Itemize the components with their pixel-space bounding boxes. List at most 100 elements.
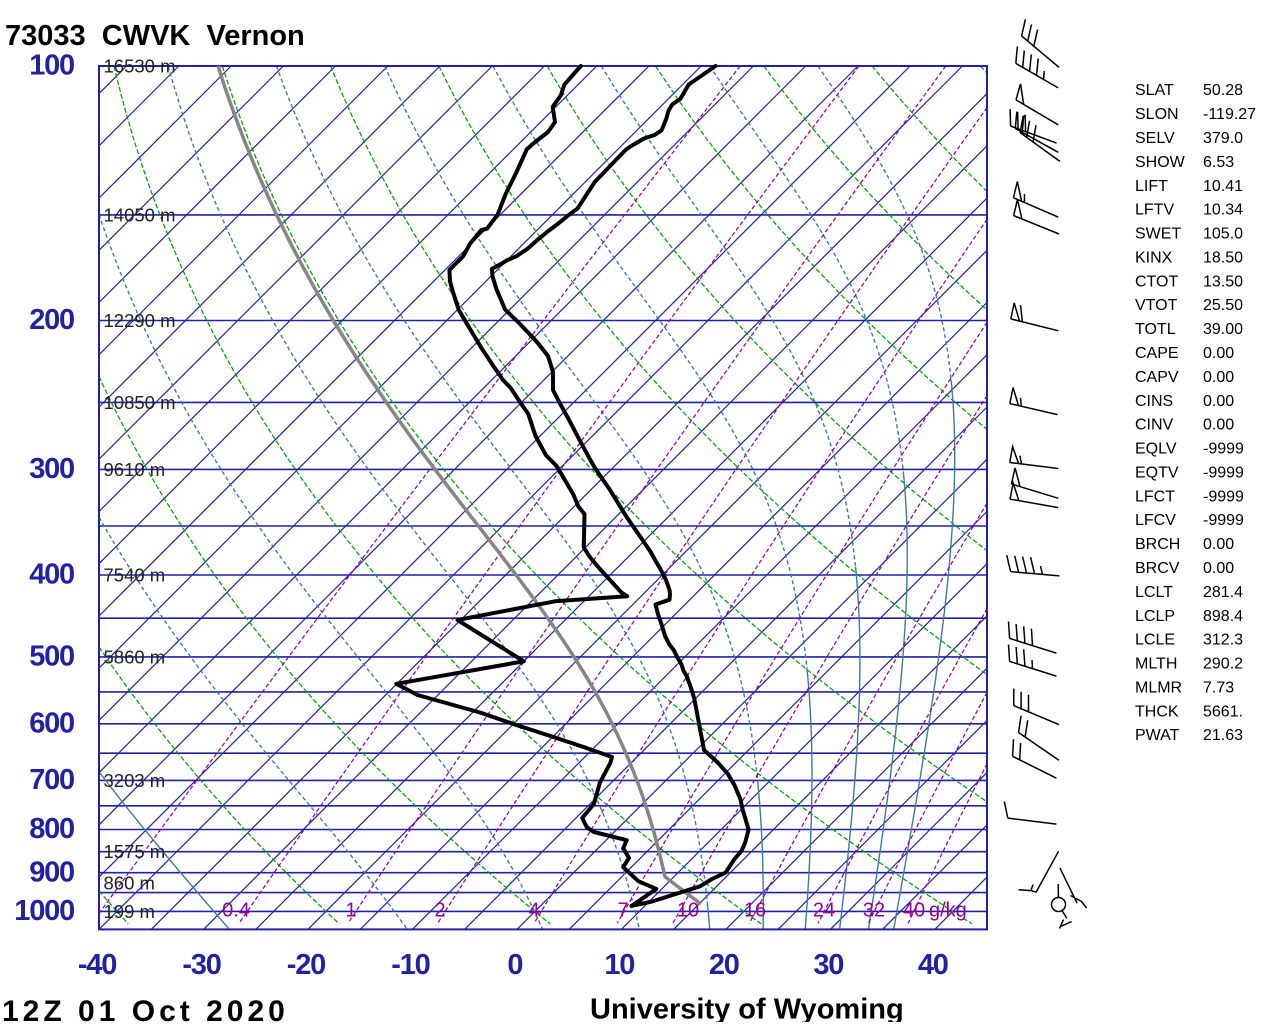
svg-text:600: 600	[29, 707, 74, 739]
svg-text:3203 m: 3203 m	[104, 770, 166, 791]
svg-text:PWAT: PWAT	[1135, 727, 1180, 744]
svg-text:10.34: 10.34	[1203, 202, 1243, 219]
svg-text:900: 900	[29, 856, 74, 888]
svg-text:105.0: 105.0	[1203, 226, 1243, 243]
svg-text:-10: -10	[391, 949, 429, 981]
svg-text:-9999: -9999	[1203, 464, 1244, 481]
svg-text:700: 700	[29, 764, 74, 796]
svg-text:-119.27: -119.27	[1203, 106, 1256, 123]
svg-text:-20: -20	[287, 949, 325, 981]
svg-text:SWET: SWET	[1135, 226, 1181, 243]
svg-text:2: 2	[434, 900, 445, 922]
svg-text:40: 40	[918, 949, 948, 981]
svg-text:200: 200	[29, 304, 74, 336]
svg-text:7: 7	[617, 900, 628, 922]
svg-text:SHOW: SHOW	[1135, 154, 1186, 171]
svg-text:SLON: SLON	[1135, 106, 1179, 123]
svg-text:1: 1	[345, 900, 356, 922]
svg-text:-9999: -9999	[1203, 441, 1244, 458]
svg-text:5860 m: 5860 m	[104, 646, 166, 667]
svg-text:300: 300	[29, 453, 74, 485]
svg-text:LFTV: LFTV	[1135, 202, 1174, 219]
svg-text:10: 10	[604, 949, 634, 981]
svg-text:50.28: 50.28	[1203, 82, 1243, 99]
svg-text:10: 10	[677, 900, 699, 922]
svg-text:9610 m: 9610 m	[104, 459, 166, 480]
svg-text:CAPE: CAPE	[1135, 345, 1179, 362]
svg-text:-9999: -9999	[1203, 488, 1244, 505]
svg-text:CAPV: CAPV	[1135, 369, 1179, 386]
svg-text:13.50: 13.50	[1203, 273, 1243, 290]
svg-text:MLTH: MLTH	[1135, 656, 1177, 673]
svg-text:16530 m: 16530 m	[104, 56, 176, 77]
svg-text:LFCV: LFCV	[1135, 512, 1176, 529]
svg-text:100: 100	[29, 50, 74, 82]
svg-text:10.41: 10.41	[1203, 178, 1243, 195]
svg-text:12290 m: 12290 m	[104, 310, 176, 331]
svg-text:0.4: 0.4	[222, 900, 250, 922]
svg-text:0.00: 0.00	[1203, 536, 1234, 553]
svg-text:-9999: -9999	[1203, 512, 1244, 529]
svg-text:0: 0	[507, 949, 522, 981]
svg-text:32: 32	[863, 900, 885, 922]
svg-text:312.3: 312.3	[1203, 632, 1243, 649]
svg-text:SLAT: SLAT	[1135, 82, 1174, 99]
svg-text:898.4: 898.4	[1203, 608, 1243, 625]
svg-text:10850 m: 10850 m	[104, 392, 176, 413]
svg-text:BRCH: BRCH	[1135, 536, 1180, 553]
svg-text:MLMR: MLMR	[1135, 679, 1182, 696]
svg-text:18.50: 18.50	[1203, 249, 1243, 266]
svg-text:12Z 01 Oct 2020: 12Z 01 Oct 2020	[2, 995, 289, 1022]
svg-text:199 m: 199 m	[104, 901, 155, 922]
svg-text:20: 20	[709, 949, 739, 981]
svg-text:VTOT: VTOT	[1135, 297, 1178, 314]
svg-text:-30: -30	[182, 949, 220, 981]
svg-text:THCK: THCK	[1135, 703, 1179, 720]
svg-text:7540 m: 7540 m	[104, 565, 166, 586]
svg-text:800: 800	[29, 813, 74, 845]
svg-text:-40: -40	[78, 949, 116, 981]
svg-text:40: 40	[903, 900, 925, 922]
svg-text:500: 500	[29, 641, 74, 673]
svg-text:TOTL: TOTL	[1135, 321, 1176, 338]
svg-text:0.00: 0.00	[1203, 369, 1234, 386]
svg-text:281.4: 281.4	[1203, 584, 1243, 601]
svg-text:LIFT: LIFT	[1135, 178, 1168, 195]
svg-text:LCLT: LCLT	[1135, 584, 1173, 601]
svg-text:6.53: 6.53	[1203, 154, 1234, 171]
svg-text:0.00: 0.00	[1203, 417, 1234, 434]
svg-text:14050 m: 14050 m	[104, 204, 176, 225]
svg-text:30: 30	[813, 949, 843, 981]
svg-text:EQLV: EQLV	[1135, 441, 1177, 458]
svg-text:16: 16	[744, 900, 766, 922]
svg-text:BRCV: BRCV	[1135, 560, 1180, 577]
svg-text:5661.: 5661.	[1203, 703, 1243, 720]
svg-text:CINS: CINS	[1135, 393, 1173, 410]
svg-text:39.00: 39.00	[1203, 321, 1243, 338]
svg-text:0.00: 0.00	[1203, 393, 1234, 410]
svg-text:0.00: 0.00	[1203, 560, 1234, 577]
svg-text:24: 24	[813, 900, 835, 922]
svg-text:4: 4	[528, 900, 539, 922]
svg-text:0.00: 0.00	[1203, 345, 1234, 362]
svg-text:379.0: 379.0	[1203, 130, 1243, 147]
svg-text:LCLE: LCLE	[1135, 632, 1175, 649]
svg-text:LCLP: LCLP	[1135, 608, 1175, 625]
svg-text:25.50: 25.50	[1203, 297, 1243, 314]
svg-text:21.63: 21.63	[1203, 727, 1243, 744]
svg-text:EQTV: EQTV	[1135, 464, 1179, 481]
svg-text:400: 400	[29, 559, 74, 591]
svg-text:SELV: SELV	[1135, 130, 1175, 147]
svg-text:1575 m: 1575 m	[104, 841, 166, 862]
svg-text:CTOT: CTOT	[1135, 273, 1178, 290]
svg-text:290.2: 290.2	[1203, 656, 1243, 673]
svg-text:860 m: 860 m	[104, 872, 155, 893]
svg-text:7.73: 7.73	[1203, 679, 1234, 696]
svg-text:LFCT: LFCT	[1135, 488, 1175, 505]
svg-text:University of Wyoming: University of Wyoming	[590, 994, 904, 1023]
svg-text:CINV: CINV	[1135, 417, 1174, 434]
svg-text:KINX: KINX	[1135, 249, 1173, 266]
svg-text:1000: 1000	[14, 895, 74, 927]
svg-text:73033 CWVK Vernon: 73033 CWVK Vernon	[5, 20, 305, 52]
svg-text:g/kg: g/kg	[929, 900, 967, 922]
